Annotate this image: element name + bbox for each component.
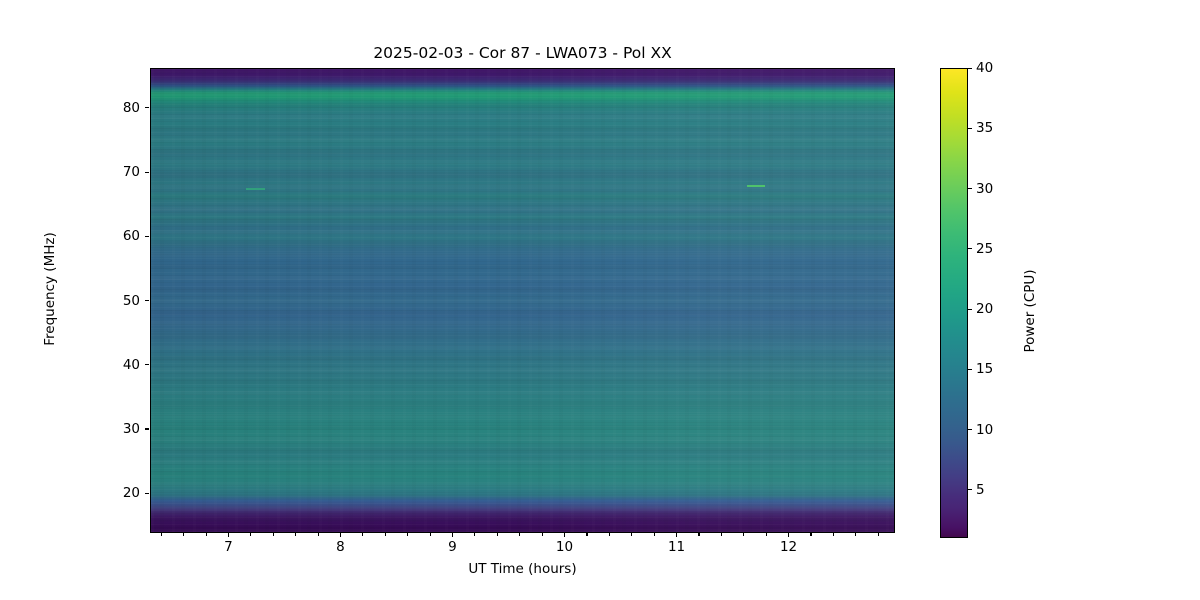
rfi-streak-2-icon [747, 185, 765, 188]
x-axis-tick-major [339, 533, 342, 537]
x-axis-ticklabel: 9 [448, 539, 457, 555]
page-title: 2025-02-03 - Cor 87 - LWA073 - Pol XX [373, 44, 672, 62]
x-axis-tick-minor [295, 533, 297, 536]
x-axis-tick-major [676, 533, 678, 537]
x-axis-tick-minor [832, 533, 834, 536]
x-axis-tick-minor [586, 533, 588, 536]
y-axis-ticklabel: 50 [122, 292, 140, 309]
spectrogram-bandpass-layer [151, 69, 894, 532]
colorbar-ticklabel: 30 [976, 180, 994, 197]
x-axis-tick-minor [317, 533, 319, 536]
colorbar-ticklabel: 15 [976, 361, 994, 378]
x-axis-tick-minor [631, 533, 633, 536]
x-axis-tick-minor [653, 533, 655, 536]
colorbar-ticklabel: 10 [976, 421, 994, 438]
x-axis-ticklabel: 8 [336, 539, 345, 555]
y-axis-ticklabel: 30 [122, 420, 140, 437]
spectrogram-channel-noise-layer [151, 69, 894, 532]
x-axis-tick-minor [205, 533, 207, 536]
y-axis-tick [145, 235, 149, 237]
x-axis-tick-minor [272, 533, 274, 536]
x-axis-tick-minor [877, 533, 879, 536]
x-axis-tick-minor [541, 533, 543, 536]
x-axis-tick-minor [429, 533, 431, 536]
colorbar-ticklabel: 40 [976, 60, 994, 76]
x-axis-tick-minor [160, 533, 162, 536]
y-axis-tick [145, 492, 149, 494]
x-axis-tick-minor [384, 533, 386, 536]
colorbar-tick [968, 429, 972, 431]
x-axis-tick-major [451, 533, 454, 537]
x-axis-ticklabel: 7 [224, 539, 233, 555]
spectrogram-band-structure-layer [151, 69, 894, 532]
y-axis-ticklabel: 60 [122, 228, 140, 245]
x-axis-ticklabel: 12 [779, 539, 798, 555]
x-axis-tick-minor [743, 533, 745, 536]
x-axis-tick-minor [765, 533, 767, 536]
x-axis-tick-minor [698, 533, 700, 536]
spectrogram-time-trend-layer [151, 69, 894, 532]
rfi-streak-1-icon [246, 188, 266, 191]
y-axis-ticklabel: 70 [122, 164, 140, 181]
spectrogram-axes[interactable] [150, 68, 895, 533]
y-axis-ticklabel: 80 [122, 99, 140, 116]
colorbar-tick [968, 67, 972, 69]
y-axis-tick [145, 171, 149, 173]
colorbar[interactable] [940, 68, 968, 538]
y-axis-tick [145, 107, 149, 109]
colorbar-label: Power (CPU) [930, 0, 1190, 600]
x-axis-tick-major [564, 533, 566, 537]
y-axis-label-text: Frequency (MHz) [42, 232, 58, 346]
y-axis-tick [145, 428, 149, 430]
colorbar-tick [968, 188, 972, 190]
x-axis-tick-minor [608, 533, 610, 536]
x-axis-tick-major [227, 533, 229, 537]
colorbar-ticklabel: 5 [976, 481, 985, 498]
x-axis-tick-minor [474, 533, 476, 536]
x-axis-ticklabel: 11 [667, 539, 686, 555]
colorbar-ticklabel: 20 [976, 301, 994, 318]
y-axis-tick [145, 364, 149, 366]
colorbar-tick [968, 368, 972, 370]
x-axis-tick-major [788, 533, 790, 537]
x-axis-tick-minor [250, 533, 252, 536]
x-axis-tick-minor [720, 533, 722, 536]
x-axis-tick-minor [496, 533, 498, 536]
spectrogram-time-noise-layer [151, 69, 894, 532]
colorbar-tick [968, 127, 972, 129]
y-axis-tick [145, 300, 149, 302]
spectrogram-image [151, 69, 894, 532]
x-axis-tick-minor [519, 533, 521, 536]
colorbar-ticklabel: 35 [976, 120, 994, 137]
colorbar-label-text: Power (CPU) [1022, 269, 1038, 353]
colorbar-tick [968, 308, 972, 310]
colorbar-tick [968, 248, 972, 250]
x-axis-tick-minor [362, 533, 364, 536]
colorbar-ticklabel: 25 [976, 240, 994, 257]
colorbar-tick [968, 489, 972, 491]
x-axis-tick-minor [810, 533, 812, 536]
x-axis-tick-minor [183, 533, 185, 536]
x-axis-label: UT Time (hours) [468, 561, 577, 577]
y-axis-ticklabel: 20 [122, 485, 140, 502]
x-axis-ticklabel: 10 [555, 539, 574, 555]
x-axis-tick-minor [407, 533, 409, 536]
y-axis-ticklabel: 40 [122, 356, 140, 373]
x-axis-tick-minor [855, 533, 857, 536]
